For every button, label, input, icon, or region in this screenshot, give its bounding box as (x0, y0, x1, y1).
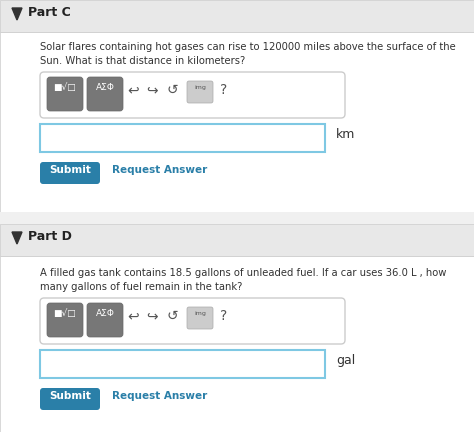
Text: ↪: ↪ (146, 83, 158, 97)
Bar (40, 124, 325, 152)
Text: ↺: ↺ (166, 83, 178, 97)
Text: Solar flares containing hot gases can rise to 120000 miles above the surface of : Solar flares containing hot gases can ri… (40, 42, 456, 52)
Text: Submit: Submit (49, 391, 91, 401)
Text: A filled gas tank contains 18.5 gallons of unleaded fuel. If a car uses 36.0 L ,: A filled gas tank contains 18.5 gallons … (40, 268, 447, 278)
FancyBboxPatch shape (47, 77, 83, 111)
Text: ?: ? (220, 309, 228, 323)
Bar (0, 256, 474, 432)
Text: ΑΣΦ: ΑΣΦ (96, 83, 114, 92)
FancyBboxPatch shape (47, 303, 83, 337)
Text: Request Answer: Request Answer (112, 165, 207, 175)
Text: img: img (194, 311, 206, 316)
Text: ■√□: ■√□ (54, 83, 76, 92)
FancyBboxPatch shape (40, 72, 345, 118)
Text: ■√□: ■√□ (54, 309, 76, 318)
Text: Sun. What is that distance in kilometers?: Sun. What is that distance in kilometers… (40, 56, 245, 66)
FancyBboxPatch shape (40, 162, 100, 184)
Polygon shape (12, 232, 22, 244)
Text: ↩: ↩ (127, 309, 139, 323)
Text: ↺: ↺ (166, 309, 178, 323)
Text: ↪: ↪ (146, 309, 158, 323)
Text: ?: ? (220, 83, 228, 97)
Text: Request Answer: Request Answer (112, 391, 207, 401)
Bar (0, 32, 474, 212)
FancyBboxPatch shape (187, 81, 213, 103)
Text: gal: gal (336, 354, 355, 367)
Polygon shape (12, 8, 22, 20)
Text: km: km (336, 128, 356, 141)
FancyBboxPatch shape (87, 303, 123, 337)
Text: Submit: Submit (49, 165, 91, 175)
Text: ↩: ↩ (127, 83, 139, 97)
Text: img: img (194, 85, 206, 90)
Text: Part D: Part D (28, 230, 72, 243)
Text: ΑΣΦ: ΑΣΦ (96, 309, 114, 318)
Bar (0, 224, 474, 256)
FancyBboxPatch shape (87, 77, 123, 111)
FancyBboxPatch shape (40, 298, 345, 344)
FancyBboxPatch shape (40, 388, 100, 410)
Bar (40, 350, 325, 378)
Bar (0, 212, 474, 224)
FancyBboxPatch shape (187, 307, 213, 329)
Text: many gallons of fuel remain in the tank?: many gallons of fuel remain in the tank? (40, 282, 242, 292)
Text: Part C: Part C (28, 6, 71, 19)
Bar (0, 0, 474, 32)
